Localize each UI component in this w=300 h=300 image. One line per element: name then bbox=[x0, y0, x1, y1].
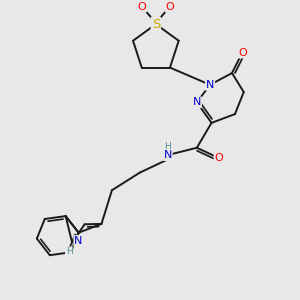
Text: N: N bbox=[164, 150, 172, 160]
Text: O: O bbox=[137, 2, 146, 12]
Text: O: O bbox=[214, 153, 223, 163]
Text: N: N bbox=[206, 80, 214, 90]
Text: O: O bbox=[238, 48, 247, 58]
Text: H: H bbox=[66, 247, 73, 256]
Text: O: O bbox=[166, 2, 174, 12]
Text: H: H bbox=[164, 142, 171, 151]
Text: N: N bbox=[193, 98, 201, 107]
Text: S: S bbox=[152, 18, 160, 31]
Text: N: N bbox=[74, 236, 83, 246]
